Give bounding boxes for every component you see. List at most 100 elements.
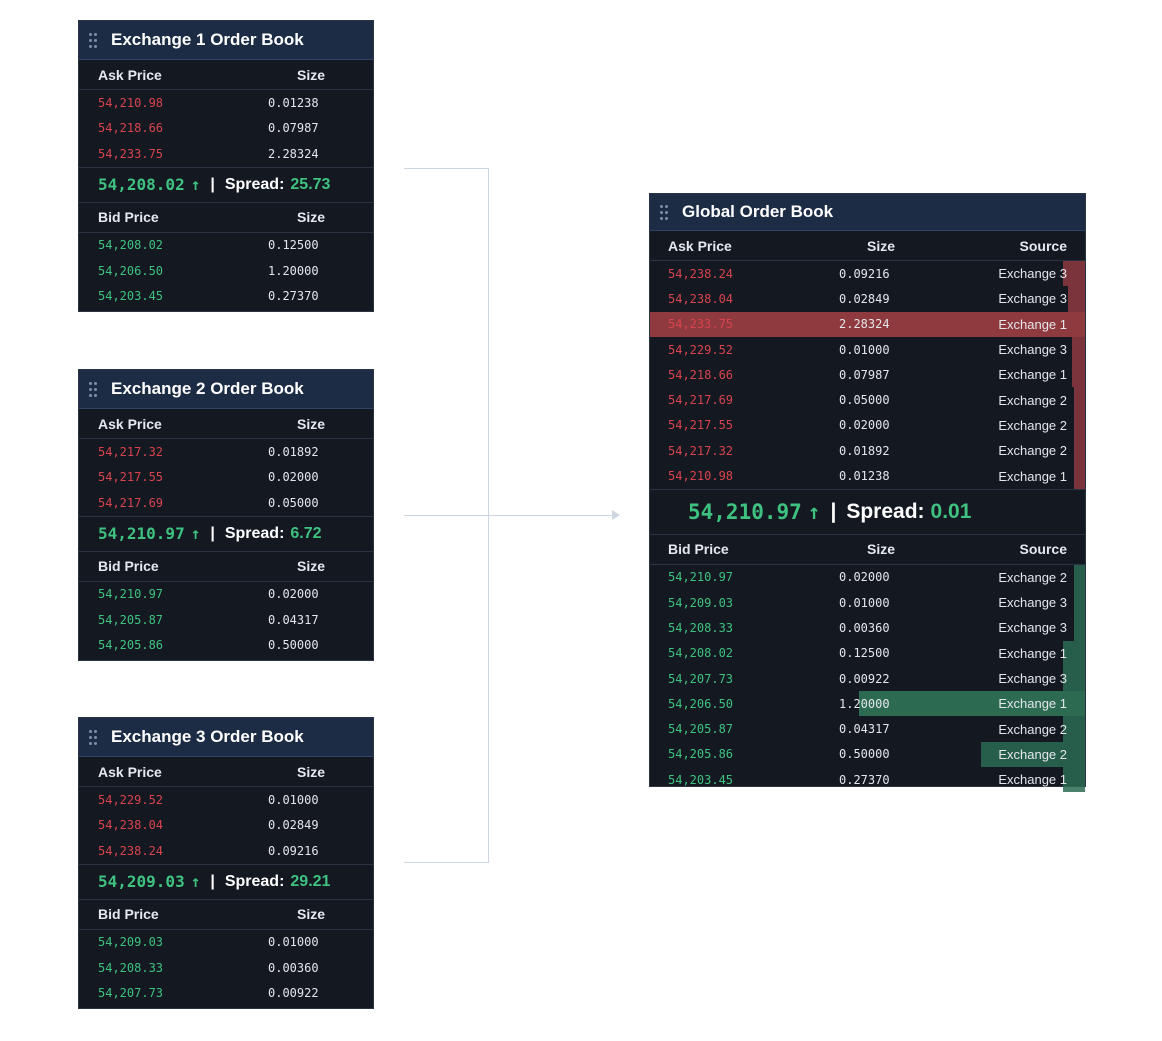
book-title: Exchange 3 Order Book <box>111 727 304 746</box>
bid-size: 1.20000 <box>268 263 319 278</box>
bid-row[interactable]: 54,206.50 1.20000 <box>79 258 373 284</box>
source-exchange: Exchange 2 <box>998 746 1067 762</box>
last-price: 54,208.02 <box>98 175 185 194</box>
bid-row[interactable]: 54,209.03 0.01000 <box>79 930 373 956</box>
depth-bar <box>1071 362 1085 388</box>
depth-bar <box>1074 387 1085 413</box>
bid-row[interactable]: 54,207.73 0.00922 <box>79 981 373 1007</box>
ask-size: 0.02000 <box>268 470 319 485</box>
ask-row[interactable]: 54,217.32 0.01892 Exchange 2 <box>650 438 1085 464</box>
bid-row[interactable]: 54,205.86 0.50000 Exchange 2 <box>650 741 1085 768</box>
spread-separator: | <box>210 524 215 542</box>
size-header: Size <box>297 415 326 432</box>
arrow-up-icon: ↑ <box>190 524 201 543</box>
size-header: Size <box>867 237 896 254</box>
bid-price: 54,205.86 <box>668 747 734 762</box>
book-title: Exchange 2 Order Book <box>111 379 304 398</box>
depth-bar <box>858 691 1085 717</box>
depth-bar <box>1071 336 1085 363</box>
bid-price: 54,205.86 <box>98 638 164 653</box>
grip-icon[interactable] <box>89 32 99 49</box>
bid-row[interactable]: 54,205.87 0.04317 <box>79 607 373 633</box>
depth-bar <box>1067 286 1085 312</box>
bid-row[interactable]: 54,206.50 1.20000 Exchange 1 <box>650 691 1085 717</box>
ask-row[interactable]: 54,217.32 0.01892 <box>79 439 373 465</box>
ask-row[interactable]: 54,238.24 0.09216 Exchange 3 <box>650 261 1085 287</box>
bid-price: 54,207.73 <box>98 986 164 1001</box>
connector-line-ex1 <box>404 168 489 169</box>
ask-row[interactable]: 54,238.04 0.02849 Exchange 3 <box>650 286 1085 312</box>
grip-icon[interactable] <box>89 729 99 746</box>
arrow-up-icon: ↑ <box>807 499 821 524</box>
source-exchange: Exchange 2 <box>998 569 1067 585</box>
bid-size: 0.01000 <box>268 935 319 950</box>
grip-icon[interactable] <box>660 204 670 221</box>
ask-row[interactable]: 54,229.52 0.01000 Exchange 3 <box>650 336 1085 363</box>
spread-row: 54,210.97 ↑ | Spread: 0.01 <box>650 488 1085 535</box>
depth-bar <box>1063 640 1085 666</box>
bid-row[interactable]: 54,210.97 0.02000 <box>79 582 373 608</box>
last-price: 54,209.03 <box>98 872 185 891</box>
book-header: Exchange 2 Order Book <box>79 370 373 409</box>
grip-icon[interactable] <box>89 381 99 398</box>
ask-price: 54,210.98 <box>98 95 164 110</box>
ask-row[interactable]: 54,238.04 0.02849 <box>79 813 373 839</box>
ask-size: 0.09216 <box>268 843 319 858</box>
bid-row[interactable]: 54,210.97 0.02000 Exchange 2 <box>650 564 1085 590</box>
book-title: Exchange 1 Order Book <box>111 30 304 49</box>
bid-row[interactable]: 54,208.02 0.12500 <box>79 233 373 259</box>
ask-row[interactable]: 54,238.24 0.09216 <box>79 838 373 864</box>
ask-row[interactable]: 54,218.66 0.07987 <box>79 116 373 142</box>
bid-row[interactable]: 54,208.33 0.00360 <box>79 955 373 981</box>
ask-column-headers: Ask Price Size <box>79 60 373 90</box>
bid-price: 54,203.45 <box>668 772 734 787</box>
bid-row[interactable]: 54,208.33 0.00360 Exchange 3 <box>650 615 1085 641</box>
spread-separator: | <box>210 175 215 193</box>
bid-row[interactable]: 54,207.73 0.00922 Exchange 3 <box>650 665 1085 692</box>
ask-size: 0.01238 <box>839 469 890 484</box>
size-header: Size <box>297 763 326 780</box>
spread-value: 25.73 <box>290 175 331 193</box>
bid-size: 0.00922 <box>839 671 890 686</box>
bid-row[interactable]: 54,209.03 0.01000 Exchange 3 <box>650 589 1085 616</box>
ask-row[interactable]: 54,217.69 0.05000 Exchange 2 <box>650 387 1085 413</box>
ask-row[interactable]: 54,233.75 2.28324 Exchange 1 <box>650 311 1085 337</box>
depth-bar <box>650 311 1085 337</box>
bid-row[interactable]: 54,208.02 0.12500 Exchange 1 <box>650 640 1085 666</box>
bid-row[interactable]: 54,203.45 0.27370 Exchange 1 <box>650 767 1085 793</box>
ask-size: 0.01000 <box>268 792 319 807</box>
ask-row[interactable]: 54,217.55 0.02000 <box>79 465 373 491</box>
ask-row[interactable]: 54,229.52 0.01000 <box>79 787 373 813</box>
bid-size: 0.02000 <box>839 570 890 585</box>
ask-size: 0.02849 <box>268 818 319 833</box>
bid-row[interactable]: 54,205.87 0.04317 Exchange 2 <box>650 716 1085 742</box>
depth-bar <box>1063 716 1085 742</box>
ask-size: 0.05000 <box>268 495 319 510</box>
bid-size: 0.04317 <box>839 722 890 737</box>
bid-price-header: Bid Price <box>98 906 159 922</box>
depth-bar <box>1074 412 1085 439</box>
size-header: Size <box>297 558 326 574</box>
bid-price: 54,209.03 <box>98 935 164 950</box>
ask-size: 0.07987 <box>268 121 319 136</box>
ask-row[interactable]: 54,217.69 0.05000 <box>79 490 373 516</box>
ask-row[interactable]: 54,210.98 0.01238 Exchange 1 <box>650 463 1085 489</box>
bid-price: 54,205.87 <box>668 722 734 737</box>
ask-row[interactable]: 54,217.55 0.02000 Exchange 2 <box>650 412 1085 439</box>
bid-size: 0.50000 <box>268 638 319 653</box>
book-title: Global Order Book <box>682 202 834 221</box>
source-exchange: Exchange 1 <box>998 468 1067 484</box>
spread-label: Spread: <box>224 524 285 542</box>
ask-row[interactable]: 54,233.75 2.28324 <box>79 141 373 167</box>
bid-row[interactable]: 54,203.45 0.27370 <box>79 284 373 310</box>
ask-size: 0.01000 <box>839 342 890 357</box>
bid-price: 54,209.03 <box>668 595 734 610</box>
arrow-up-icon: ↑ <box>190 175 201 194</box>
ask-row[interactable]: 54,218.66 0.07987 Exchange 1 <box>650 362 1085 388</box>
ask-price-header: Ask Price <box>98 415 162 432</box>
ask-price: 54,217.69 <box>668 393 734 408</box>
bid-row[interactable]: 54,205.86 0.50000 <box>79 633 373 659</box>
ask-size: 2.28324 <box>268 146 319 161</box>
ask-row[interactable]: 54,210.98 0.01238 <box>79 90 373 116</box>
depth-bar <box>1074 564 1085 590</box>
